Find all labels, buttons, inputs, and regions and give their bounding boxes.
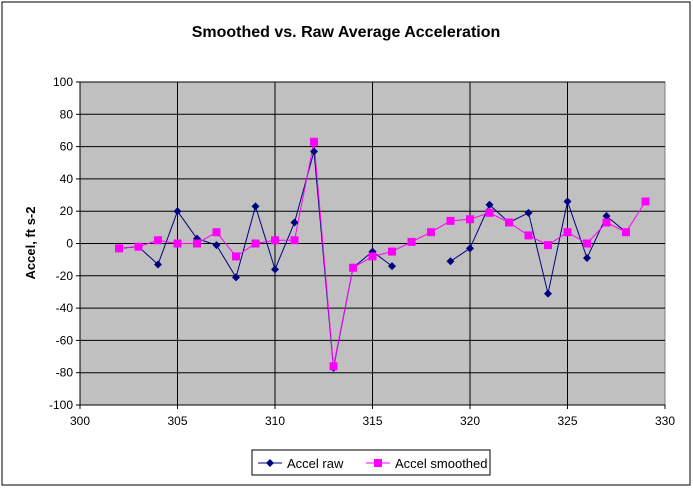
data-point-raw	[232, 273, 240, 282]
y-tick-label: 60	[60, 140, 74, 154]
data-point-smoothed	[212, 228, 221, 237]
y-tick-label: 20	[60, 204, 74, 218]
data-point-smoothed	[310, 137, 318, 146]
data-point-smoothed	[368, 252, 377, 261]
data-point-smoothed	[427, 228, 435, 237]
data-point-smoothed	[505, 218, 513, 227]
data-point-smoothed	[544, 241, 552, 250]
y-tick-label: 80	[60, 107, 74, 121]
data-point-smoothed	[446, 216, 455, 225]
legend: Accel raw Accel smoothed	[251, 449, 491, 476]
x-tick-label: 330	[655, 414, 675, 428]
data-point-raw	[583, 254, 591, 263]
data-point-smoothed	[563, 228, 572, 237]
data-point-smoothed	[290, 236, 299, 245]
data-point-smoothed	[232, 252, 240, 261]
legend-raw-marker	[266, 459, 274, 467]
series-line-smoothed	[118, 141, 646, 367]
data-point-raw	[271, 265, 279, 274]
data-point-raw	[446, 257, 455, 266]
data-point-raw	[310, 147, 318, 156]
x-tick-label: 300	[70, 414, 90, 428]
data-point-raw	[212, 241, 221, 250]
data-point-smoothed	[349, 263, 357, 272]
data-point-smoothed	[641, 197, 650, 206]
y-tick-label: 0	[66, 237, 73, 251]
y-tick-label: 100	[53, 75, 73, 89]
data-point-raw	[290, 218, 299, 227]
y-tick-label: -20	[56, 269, 74, 283]
data-point-raw	[251, 202, 260, 211]
data-point-raw	[524, 208, 533, 217]
data-point-raw	[544, 289, 552, 298]
x-tick-label: 320	[460, 414, 480, 428]
y-tick-label: -40	[56, 301, 74, 315]
data-point-smoothed	[115, 244, 123, 253]
data-point-raw	[173, 207, 182, 216]
y-tick-label: -100	[49, 398, 73, 412]
data-point-raw	[388, 262, 396, 271]
data-point-smoothed	[622, 228, 630, 237]
legend-smoothed-label: Accel smoothed	[395, 456, 488, 471]
data-point-raw	[602, 212, 611, 221]
data-point-smoothed	[134, 242, 143, 251]
data-point-raw	[563, 197, 572, 206]
data-point-smoothed	[407, 237, 416, 246]
data-point-smoothed	[485, 208, 494, 217]
data-point-smoothed	[524, 231, 533, 240]
data-point-smoothed	[154, 236, 162, 245]
data-point-raw	[466, 244, 474, 253]
x-tick-label: 325	[557, 414, 577, 428]
data-point-smoothed	[329, 362, 338, 371]
chart-title: Smoothed vs. Raw Average Acceleration	[192, 24, 501, 41]
data-point-smoothed	[193, 239, 201, 248]
y-axis-label: Accel, ft s-2	[23, 207, 38, 280]
y-tick-label: -60	[56, 333, 74, 347]
legend-raw-label: Accel raw	[287, 456, 344, 471]
data-point-smoothed	[466, 215, 474, 224]
x-tick-label: 315	[362, 414, 382, 428]
data-point-smoothed	[251, 239, 260, 248]
data-point-smoothed	[271, 236, 279, 245]
data-point-raw	[485, 200, 494, 209]
data-point-smoothed	[602, 218, 611, 227]
data-point-smoothed	[583, 239, 591, 248]
x-tick-label: 305	[167, 414, 187, 428]
legend-smoothed-marker	[374, 459, 382, 467]
data-point-smoothed	[388, 247, 396, 256]
y-tick-label: 40	[60, 172, 74, 186]
data-point-smoothed	[173, 239, 182, 248]
data-point-raw	[154, 260, 162, 269]
y-tick-label: -80	[56, 366, 74, 380]
x-tick-label: 310	[265, 414, 285, 428]
